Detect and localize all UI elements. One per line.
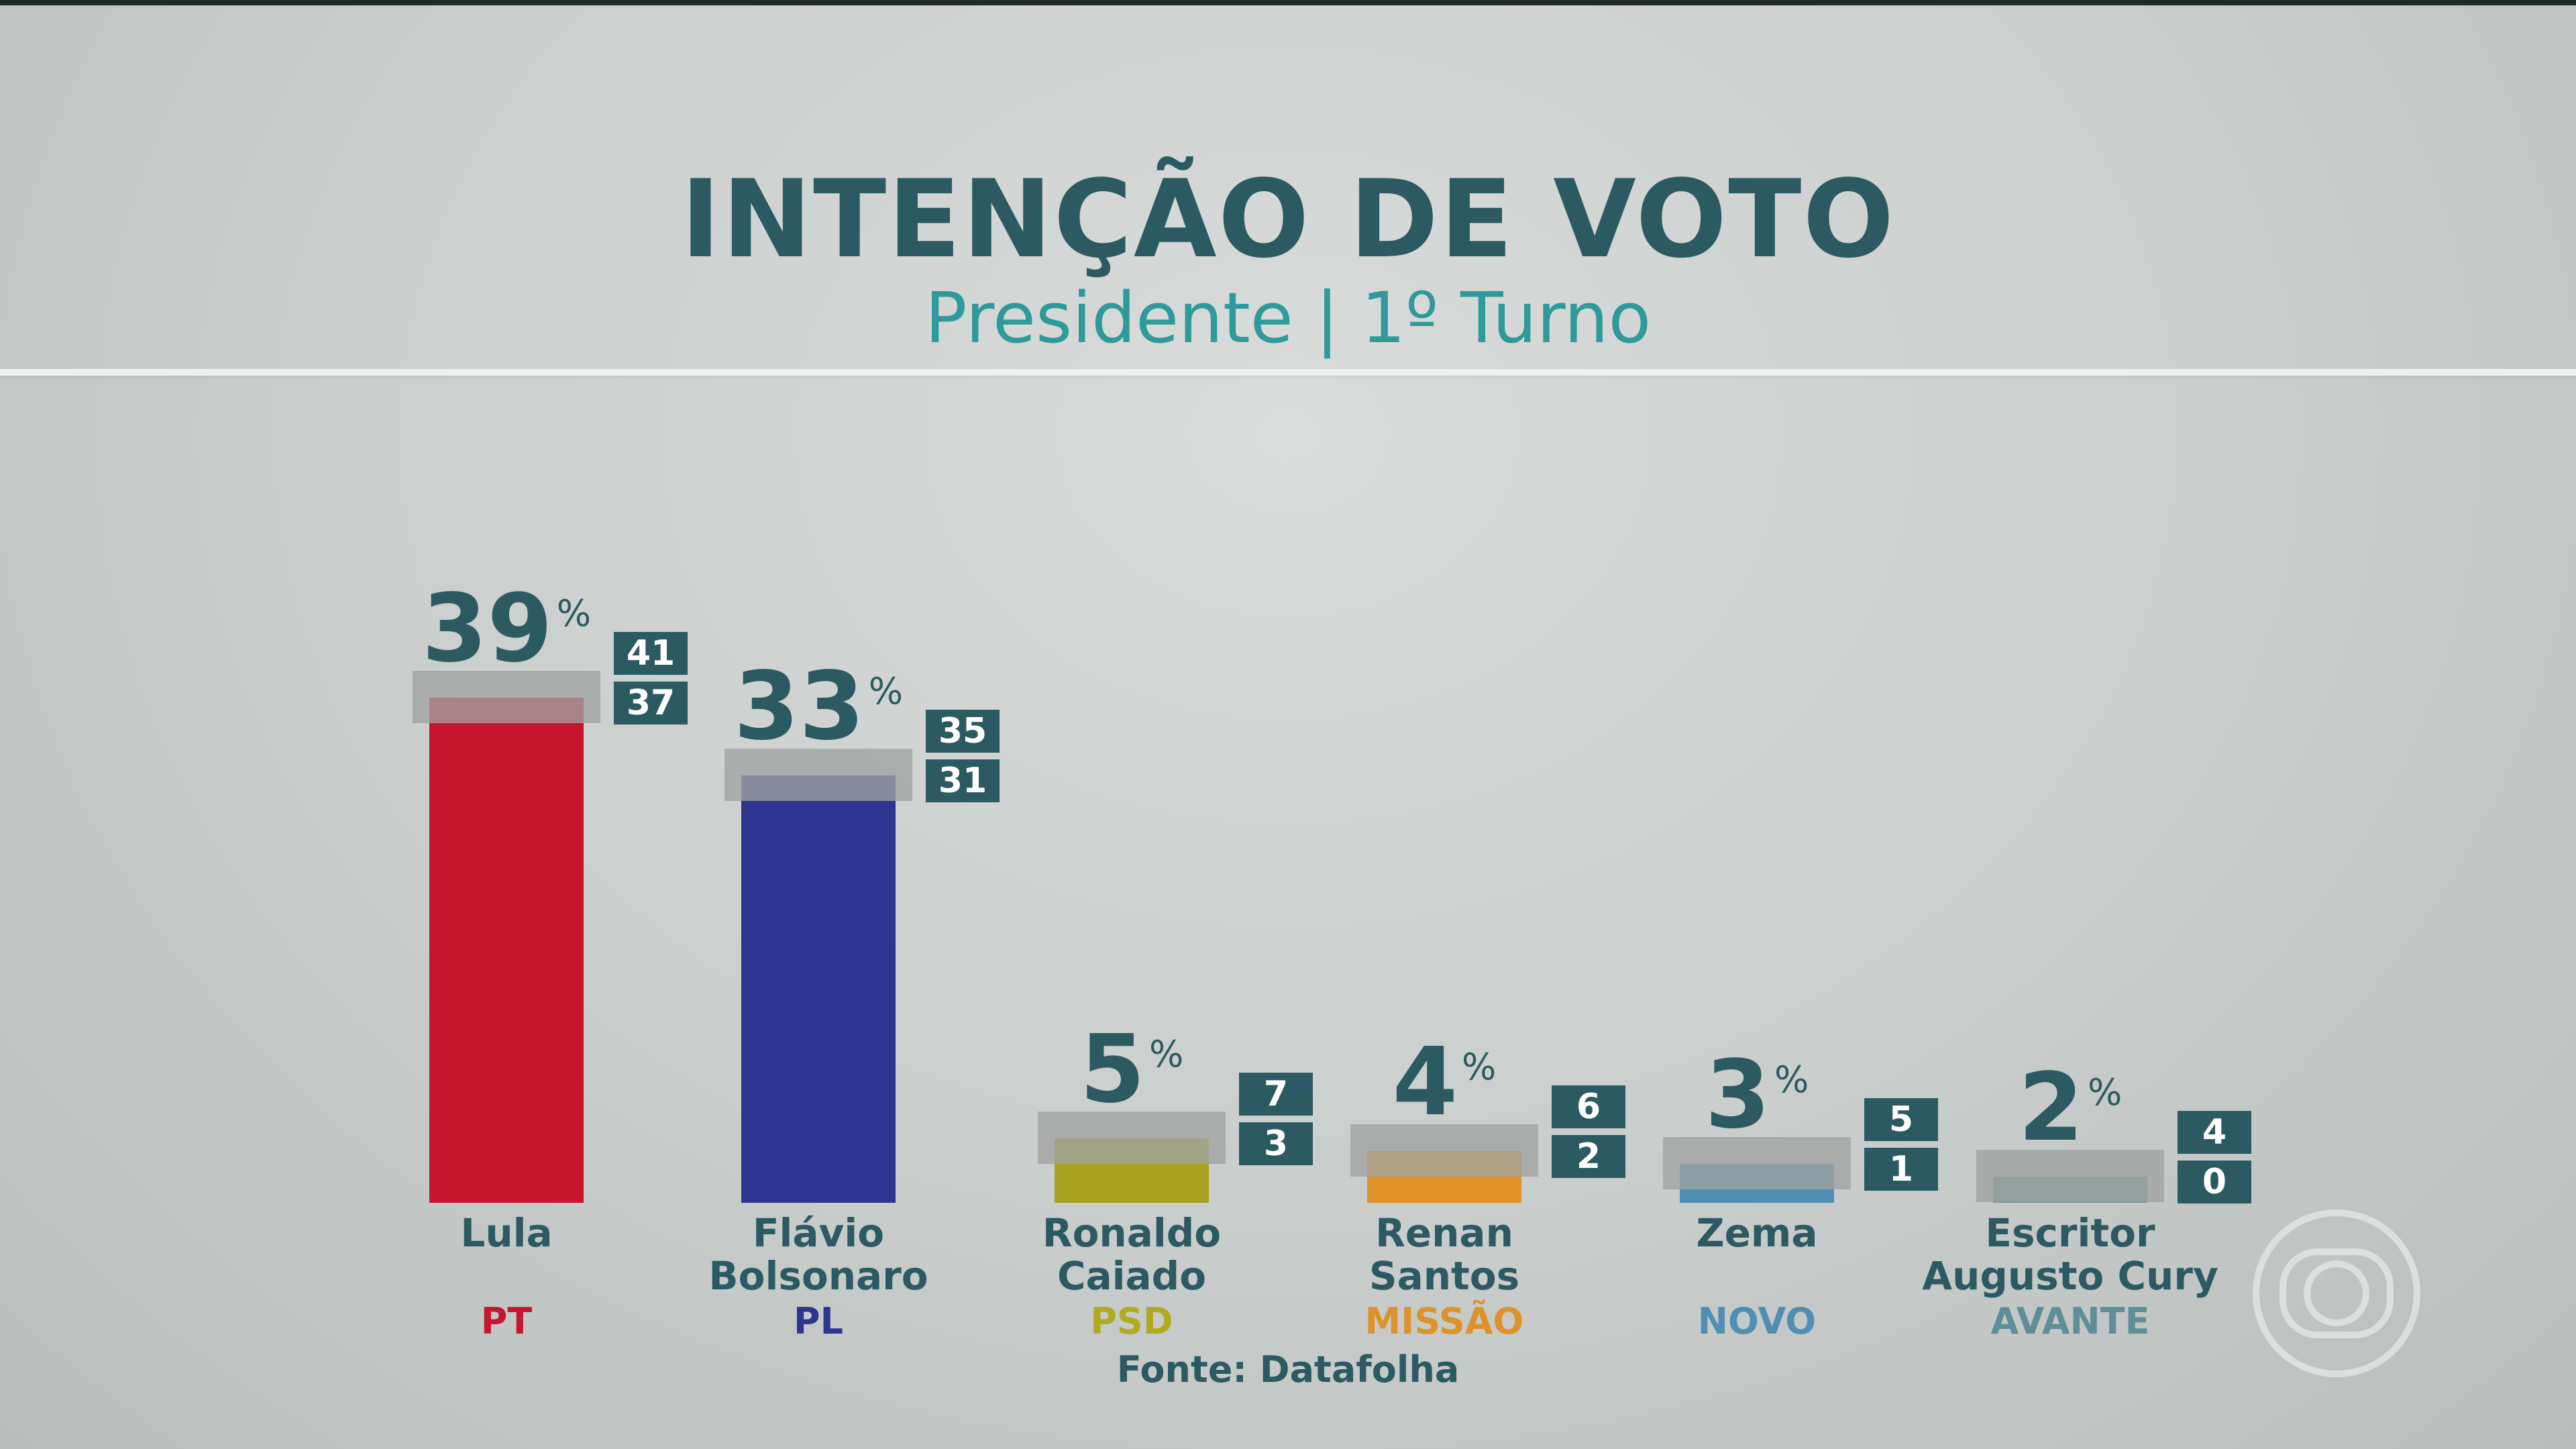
value-number-3: 4	[1392, 1027, 1458, 1137]
value-label-4: 3%	[1656, 1033, 1858, 1142]
candidate-name-line-2-0: Ronaldo	[1042, 1210, 1222, 1256]
chart-title: INTENÇÃO DE VOTO	[680, 156, 1896, 282]
margin-band-4	[1663, 1137, 1851, 1190]
source-note: Fonte: Datafolha	[1116, 1348, 1460, 1391]
value-unit-5: %	[2088, 1071, 2123, 1114]
candidate-name-line-3-0: Renan	[1375, 1210, 1513, 1256]
candidate-name-line-3-1: Santos	[1368, 1253, 1520, 1299]
party-label-2: PSD	[1090, 1300, 1173, 1342]
upper-bound-1: 35	[926, 710, 1000, 753]
margin-band-2	[1038, 1111, 1226, 1164]
party-label-3: MISSÃO	[1364, 1300, 1524, 1342]
value-label-2: 5%	[1031, 1008, 1232, 1117]
margin-band-1	[724, 749, 912, 802]
value-number-2: 5	[1079, 1014, 1146, 1124]
candidate-name-5: Escritor Augusto Cury	[1896, 1212, 2245, 1297]
candidate-name-4: Zema	[1582, 1212, 1931, 1254]
lower-bound-3: 2	[1552, 1134, 1625, 1178]
bar-0	[429, 698, 584, 1203]
candidate-name-line-5-0: Escritor	[1985, 1210, 2155, 1256]
value-number-5: 2	[2018, 1053, 2084, 1163]
upper-bound-2: 7	[1239, 1072, 1313, 1116]
candidate-name-0: Lula	[332, 1212, 681, 1254]
chart-subtitle: Presidente | 1º Turno	[924, 277, 1652, 359]
candidate-name-line-0-0: Lula	[460, 1210, 553, 1256]
party-label-0: PT	[480, 1300, 533, 1342]
party-label-5: AVANTE	[1990, 1300, 2150, 1342]
lower-bound-5: 0	[2178, 1161, 2251, 1204]
upper-bound-3: 6	[1552, 1085, 1625, 1128]
top-edge-bar	[0, 0, 2576, 5]
candidate-name-2: Ronaldo Caiado	[957, 1212, 1306, 1297]
header: INTENÇÃO DE VOTO Presidente | 1º Turno	[0, 5, 2576, 371]
upper-bound-0: 41	[614, 632, 688, 676]
lower-bound-0: 37	[614, 682, 688, 725]
value-unit-1: %	[868, 670, 904, 713]
value-unit-0: %	[556, 592, 592, 635]
party-label-1: PL	[794, 1300, 843, 1342]
lower-bound-1: 31	[926, 759, 1000, 803]
lower-bound-4: 1	[1864, 1148, 1938, 1191]
margin-band-5	[1976, 1150, 2164, 1203]
value-unit-4: %	[1774, 1059, 1809, 1102]
party-label-4: NOVO	[1697, 1300, 1817, 1342]
candidate-name-line-1-0: Flávio	[752, 1210, 885, 1256]
bar-1	[741, 775, 896, 1203]
candidate-name-line-5-1: Augusto Cury	[1922, 1253, 2218, 1299]
globo-logo-icon	[2253, 1210, 2420, 1377]
value-label-1: 33%	[718, 645, 919, 754]
value-label-5: 2%	[1970, 1046, 2171, 1155]
value-unit-3: %	[1462, 1045, 1497, 1088]
value-label-0: 39%	[406, 567, 607, 676]
value-number-1: 33	[733, 652, 865, 762]
value-label-3: 4%	[1344, 1020, 1545, 1130]
value-unit-2: %	[1149, 1032, 1184, 1075]
value-number-4: 3	[1705, 1040, 1771, 1150]
candidate-name-line-1-1: Bolsonaro	[708, 1253, 928, 1299]
margin-band-3	[1350, 1124, 1538, 1177]
candidate-name-line-2-1: Caiado	[1057, 1253, 1207, 1299]
upper-bound-5: 4	[2178, 1111, 2251, 1155]
header-divider	[0, 369, 2576, 376]
candidate-name-line-4-0: Zema	[1696, 1210, 1818, 1256]
candidate-name-3: Renan Santos	[1270, 1212, 1619, 1297]
candidate-name-1: Flávio Bolsonaro	[644, 1212, 993, 1297]
lower-bound-2: 3	[1239, 1122, 1313, 1165]
upper-bound-4: 5	[1864, 1098, 1938, 1142]
value-number-0: 39	[421, 574, 553, 684]
margin-band-0	[413, 671, 600, 724]
